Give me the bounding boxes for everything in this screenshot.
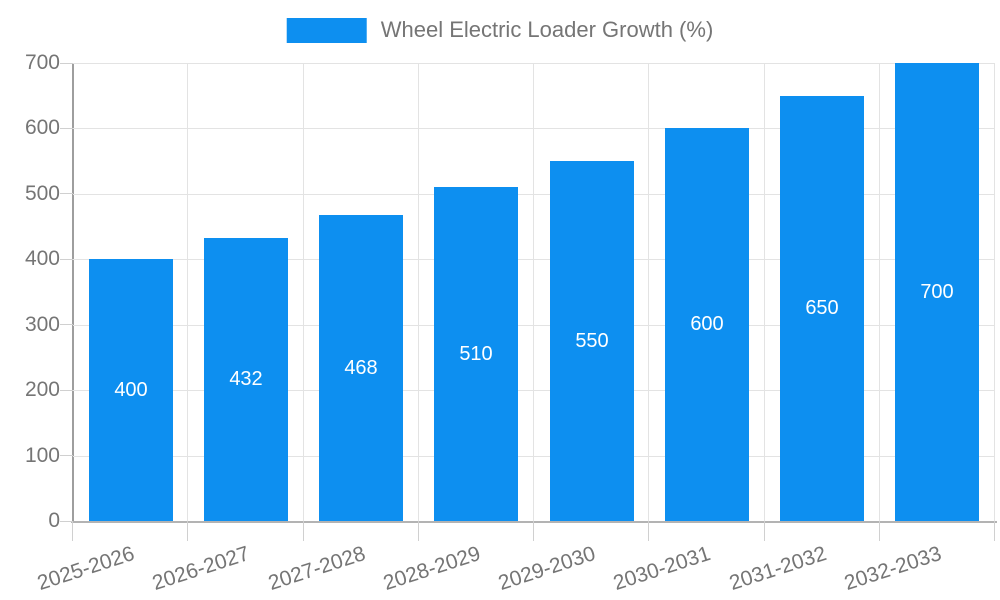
y-axis-tick [60, 258, 73, 260]
bar-value-label: 510 [459, 342, 493, 365]
y-axis-label: 700 [24, 51, 60, 74]
bar: 650 [780, 96, 864, 521]
y-gridline [73, 259, 995, 261]
x-axis-tick [648, 521, 649, 541]
x-axis-tick [303, 521, 304, 541]
y-axis-label: 100 [24, 443, 60, 467]
plot-area: 0 100 200 300 400 500 600 700 400 432 468 510 550 600… [25, 52, 997, 595]
y-axis-label: 400 [24, 247, 60, 271]
legend-swatch [286, 17, 367, 43]
x-axis-label: 2026-2027 [150, 542, 253, 595]
x-gridline [648, 63, 649, 521]
y-gridline [73, 193, 995, 195]
x-gridline [879, 63, 880, 521]
x-gridline [303, 63, 304, 521]
y-gridline [73, 324, 995, 326]
bar-value-label: 550 [575, 329, 609, 352]
y-axis-label: 200 [24, 378, 60, 402]
bar: 468 [319, 215, 403, 521]
y-axis-label: 300 [24, 312, 60, 336]
y-axis-tick [60, 193, 73, 195]
bar: 400 [89, 259, 173, 521]
bar: 700 [895, 63, 979, 521]
x-axis-label: 2032-2033 [841, 542, 945, 595]
y-axis-label: 500 [24, 181, 60, 205]
legend-label: Wheel Electric Loader Growth (%) [380, 17, 714, 42]
x-axis-label: 2030-2031 [611, 542, 714, 595]
y-axis-tick [60, 455, 73, 457]
x-axis-label: 2031-2032 [726, 542, 829, 595]
bar-value-label: 700 [920, 280, 954, 303]
y-gridline [73, 455, 995, 457]
x-gridline [764, 63, 765, 521]
bar: 510 [434, 187, 518, 521]
bar-value-label: 650 [805, 297, 839, 319]
y-gridline [73, 128, 995, 130]
y-axis-tick [60, 127, 73, 129]
x-axis-line [71, 521, 997, 523]
x-axis-label: 2025-2026 [34, 542, 138, 595]
x-gridline [533, 63, 534, 521]
x-axis-tick [533, 521, 534, 541]
y-axis-tick [60, 520, 73, 522]
y-gridline [73, 63, 995, 64]
bar: 550 [550, 161, 634, 521]
x-gridline [994, 63, 995, 521]
x-axis-tick [72, 521, 73, 541]
y-axis-label: 0 [48, 509, 60, 532]
bar: 432 [204, 238, 288, 521]
bar-value-label: 432 [229, 368, 263, 390]
x-gridline [418, 63, 419, 521]
y-axis-label: 600 [24, 116, 60, 140]
x-axis-tick [187, 521, 188, 541]
x-axis-label: 2027-2028 [265, 542, 368, 595]
x-axis-tick [764, 521, 765, 541]
y-axis-line [72, 63, 74, 521]
y-gridline [73, 390, 995, 392]
y-axis-tick [60, 389, 73, 391]
x-axis-tick [418, 521, 419, 541]
bar: 600 [665, 128, 749, 521]
x-gridline [187, 63, 188, 521]
bar-value-label: 400 [114, 378, 148, 401]
y-axis-tick [60, 324, 73, 326]
bar-value-label: 600 [690, 313, 724, 335]
chart-legend: Wheel Electric Loader Growth (%) [286, 17, 714, 43]
x-axis-tick [879, 521, 880, 541]
y-axis-tick [60, 62, 73, 64]
bar-value-label: 468 [344, 356, 378, 379]
x-axis-label: 2029-2030 [495, 542, 599, 595]
x-axis-label: 2028-2029 [380, 542, 484, 595]
x-axis-tick [994, 521, 995, 541]
